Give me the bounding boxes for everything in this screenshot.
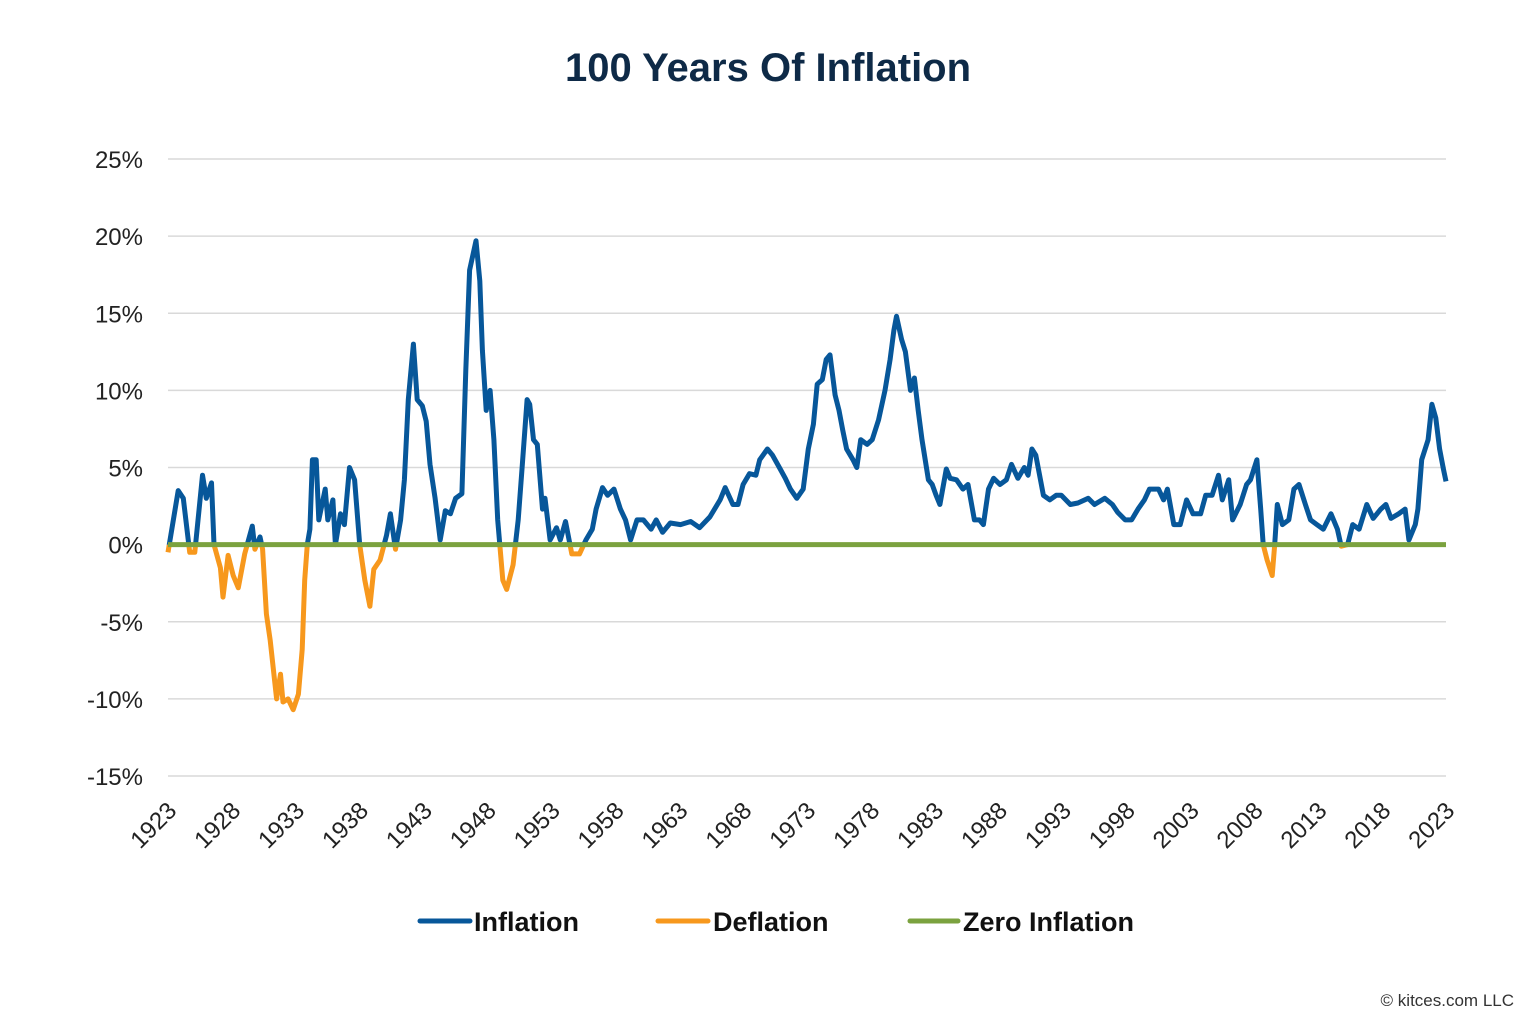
x-tick-label: 1963 xyxy=(637,797,694,854)
copyright-credit: © kitces.com LLC xyxy=(1381,991,1514,1010)
x-tick-label: 2018 xyxy=(1339,797,1396,854)
y-tick-label: -15% xyxy=(87,764,143,791)
y-tick-label: 20% xyxy=(95,224,143,251)
y-tick-label: -10% xyxy=(87,687,143,714)
x-tick-label: 2023 xyxy=(1403,797,1460,854)
x-tick-label: 1988 xyxy=(956,797,1013,854)
x-tick-label: 1958 xyxy=(573,797,630,854)
x-axis-ticks: 1923 1928 1933 1938 1943 1948 1953 1958 1963 1968… xyxy=(125,797,1460,854)
y-tick-label: 25% xyxy=(95,147,143,174)
x-tick-label: 1938 xyxy=(317,797,374,854)
x-tick-label: 1943 xyxy=(381,797,438,854)
y-tick-label: 0% xyxy=(108,533,143,560)
x-tick-label: 1923 xyxy=(125,797,182,854)
x-tick-label: 2008 xyxy=(1212,797,1269,854)
y-tick-label: 5% xyxy=(108,456,143,483)
legend-label-zero-inflation: Zero Inflation xyxy=(963,907,1134,937)
legend: Inflation Deflation Zero Inflation xyxy=(417,907,1134,937)
x-tick-label: 1933 xyxy=(253,797,310,854)
x-tick-label: 1998 xyxy=(1084,797,1141,854)
y-axis-ticks: 25% 20% 15% 10% 5% 0% -5% -10% -15% xyxy=(87,147,143,791)
y-tick-label: -5% xyxy=(100,610,143,637)
x-tick-label: 1928 xyxy=(189,797,246,854)
y-tick-label: 10% xyxy=(95,378,143,405)
x-tick-label: 2003 xyxy=(1148,797,1205,854)
x-tick-label: 1968 xyxy=(700,797,757,854)
y-tick-label: 15% xyxy=(95,301,143,328)
legend-label-deflation: Deflation xyxy=(713,907,829,937)
x-tick-label: 1983 xyxy=(892,797,949,854)
x-tick-label: 1978 xyxy=(828,797,885,854)
inflation-series-line xyxy=(166,238,1449,545)
legend-label-inflation: Inflation xyxy=(474,907,579,937)
x-tick-label: 1948 xyxy=(445,797,502,854)
x-tick-label: 2013 xyxy=(1276,797,1333,854)
chart-title: 100 Years Of Inflation xyxy=(565,46,971,90)
x-tick-label: 1993 xyxy=(1020,797,1077,854)
x-tick-label: 1973 xyxy=(764,797,821,854)
x-tick-label: 1953 xyxy=(509,797,566,854)
